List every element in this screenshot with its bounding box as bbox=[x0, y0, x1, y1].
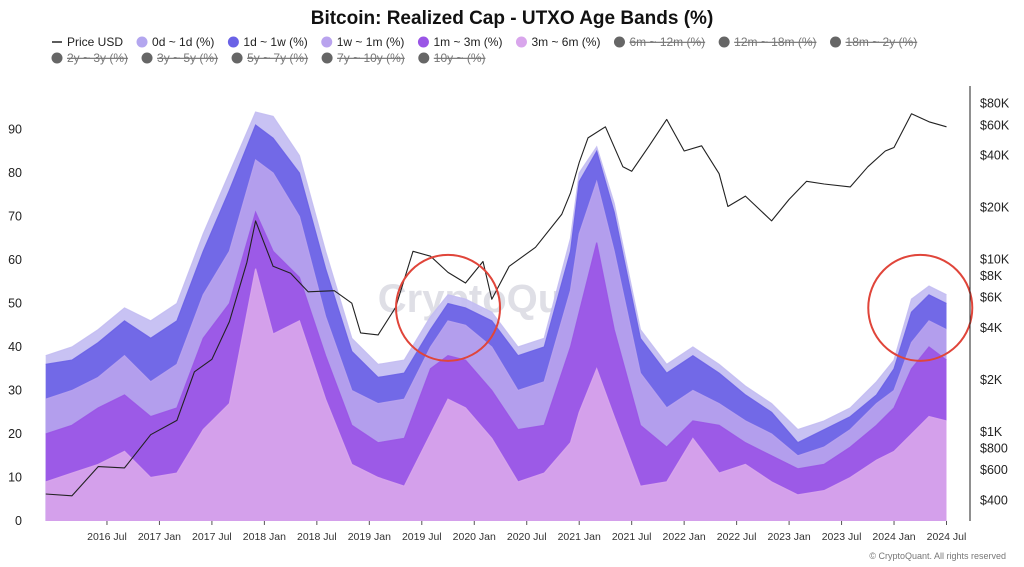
plot-area: CryptoQuant bbox=[45, 111, 974, 521]
legend-label: 0d ~ 1d (%) bbox=[152, 35, 214, 49]
x-tick-label: 2023 Jan bbox=[767, 531, 810, 543]
legend-item-2y-3y[interactable]: 2y ~ 3y (%) bbox=[51, 51, 129, 65]
y-left-tick-label: 40 bbox=[8, 340, 22, 354]
y-left-tick-label: 70 bbox=[8, 210, 22, 224]
legend-dot-swatch bbox=[141, 52, 153, 64]
y-right-tick-label: $40K bbox=[980, 149, 1010, 163]
legend-dot-swatch bbox=[418, 52, 430, 64]
legend-item-12m-18m[interactable]: 12m ~ 18m (%) bbox=[718, 35, 817, 49]
y-left-tick-label: 30 bbox=[8, 384, 22, 398]
x-tick-label: 2020 Jul bbox=[507, 531, 547, 543]
y-right-tick-label: $6K bbox=[980, 291, 1003, 305]
legend-item-18m-2y[interactable]: 18m ~ 2y (%) bbox=[830, 35, 917, 49]
legend-item-3m-6m[interactable]: 3m ~ 6m (%) bbox=[515, 35, 601, 49]
x-tick-label: 2022 Jul bbox=[717, 531, 757, 543]
x-tick-label: 2023 Jul bbox=[822, 531, 862, 543]
legend-item-1m-3m[interactable]: 1m ~ 3m (%) bbox=[417, 35, 503, 49]
legend-label: 5y ~ 7y (%) bbox=[247, 51, 308, 65]
legend: Price USD 0d ~ 1d (%) 1d ~ 1w (%) 1w ~ 1m (… bbox=[51, 35, 917, 65]
y-right-tick-label: $2K bbox=[980, 373, 1003, 387]
legend-item-1w-1m[interactable]: 1w ~ 1m (%) bbox=[321, 35, 404, 49]
y-right-tick-label: $600 bbox=[980, 463, 1008, 477]
y-right-tick-label: $8K bbox=[980, 269, 1003, 283]
legend-item-0d-1d[interactable]: 0d ~ 1d (%) bbox=[136, 35, 215, 49]
highlight-circle-1 bbox=[395, 253, 502, 362]
legend-label: 1m ~ 3m (%) bbox=[433, 35, 502, 49]
legend-label: Price USD bbox=[67, 35, 123, 49]
x-tick-label: 2017 Jul bbox=[192, 531, 232, 543]
y-right-tick-label: $10K bbox=[980, 252, 1010, 266]
y-right-tick-label: $800 bbox=[980, 442, 1008, 456]
y-right-tick-label: $1K bbox=[980, 425, 1003, 439]
x-tick-label: 2018 Jul bbox=[297, 531, 337, 543]
x-tick-label: 2024 Jan bbox=[872, 531, 915, 543]
chart-title: Bitcoin: Realized Cap - UTXO Age Bands (… bbox=[311, 8, 714, 29]
highlight-circle-2 bbox=[867, 253, 974, 362]
legend-label: 10y ~ (%) bbox=[434, 51, 486, 65]
legend-dot-swatch bbox=[417, 36, 429, 48]
copyright-text: © CryptoQuant. All rights reserved bbox=[869, 551, 1006, 561]
y-left-tick-label: 80 bbox=[8, 166, 22, 180]
y-left-tick-label: 90 bbox=[8, 123, 22, 137]
legend-label: 3y ~ 5y (%) bbox=[157, 51, 218, 65]
legend-dot-swatch bbox=[321, 52, 333, 64]
legend-dot-swatch bbox=[515, 36, 527, 48]
y-left-tick-label: 20 bbox=[8, 427, 22, 441]
x-tick-label: 2016 Jul bbox=[87, 531, 127, 543]
area-edge-1m-3m- bbox=[45, 210, 947, 470]
legend-label: 1d ~ 1w (%) bbox=[243, 35, 307, 49]
legend-dot-swatch bbox=[51, 52, 63, 64]
legend-item-3y-5y[interactable]: 3y ~ 5y (%) bbox=[141, 51, 219, 65]
area-edge-1d-1w- bbox=[45, 124, 947, 444]
axes: 0 10 20 30 40 50 60 70 80 90 $400 $600 $800 $1K $2K $4K… bbox=[8, 86, 1010, 543]
area-edge-3m-6m- bbox=[45, 268, 947, 496]
legend-dot-swatch bbox=[321, 36, 333, 48]
legend-item-1d-1w[interactable]: 1d ~ 1w (%) bbox=[227, 35, 308, 49]
area-series-3m-6m- bbox=[45, 268, 947, 521]
x-tick-label: 2019 Jul bbox=[402, 531, 442, 543]
y-left-tick-label: 50 bbox=[8, 297, 22, 311]
y-right-tick-label: $80K bbox=[980, 97, 1010, 111]
legend-label: 1w ~ 1m (%) bbox=[337, 35, 405, 49]
legend-label: 2y ~ 3y (%) bbox=[67, 51, 128, 65]
y-right-tick-label: $20K bbox=[980, 201, 1010, 215]
legend-dot-swatch bbox=[718, 36, 730, 48]
x-tick-label: 2019 Jan bbox=[348, 531, 391, 543]
legend-dot-swatch bbox=[136, 36, 148, 48]
price-usd-line bbox=[45, 113, 947, 497]
y-left-tick-label: 10 bbox=[8, 471, 22, 485]
y-right-tick-label: $4K bbox=[980, 321, 1003, 335]
area-edge-1w-1m- bbox=[45, 159, 947, 457]
legend-item-7y-10y[interactable]: 7y ~ 10y (%) bbox=[321, 51, 405, 65]
x-tick-label: 2020 Jan bbox=[453, 531, 496, 543]
legend-item-6m-12m[interactable]: 6m ~ 12m (%) bbox=[613, 35, 705, 49]
x-tick-label: 2018 Jan bbox=[243, 531, 286, 543]
legend-dot-swatch bbox=[830, 36, 842, 48]
legend-dot-swatch bbox=[227, 36, 239, 48]
legend-label: 18m ~ 2y (%) bbox=[846, 35, 918, 49]
legend-label: 12m ~ 18m (%) bbox=[734, 35, 816, 49]
legend-item-10y[interactable]: 10y ~ (%) bbox=[418, 51, 485, 65]
area-edge-0d-1d- bbox=[45, 111, 947, 431]
legend-label: 7y ~ 10y (%) bbox=[337, 51, 405, 65]
legend-dot-swatch bbox=[231, 52, 243, 64]
x-tick-label: 2017 Jan bbox=[138, 531, 181, 543]
x-tick-label: 2024 Jul bbox=[927, 531, 967, 543]
y-left-tick-label: 60 bbox=[8, 253, 22, 267]
x-tick-label: 2021 Jul bbox=[612, 531, 652, 543]
legend-item-price-usd[interactable]: Price USD bbox=[52, 35, 123, 49]
legend-label: 3m ~ 6m (%) bbox=[531, 35, 600, 49]
legend-dot-swatch bbox=[613, 36, 625, 48]
legend-item-5y-7y[interactable]: 5y ~ 7y (%) bbox=[231, 51, 309, 65]
x-tick-label: 2022 Jan bbox=[663, 531, 706, 543]
x-tick-label: 2021 Jan bbox=[558, 531, 601, 543]
y-right-tick-label: $400 bbox=[980, 493, 1008, 507]
y-left-tick-label: 0 bbox=[15, 514, 22, 528]
legend-label: 6m ~ 12m (%) bbox=[629, 35, 705, 49]
y-right-tick-label: $60K bbox=[980, 118, 1010, 132]
